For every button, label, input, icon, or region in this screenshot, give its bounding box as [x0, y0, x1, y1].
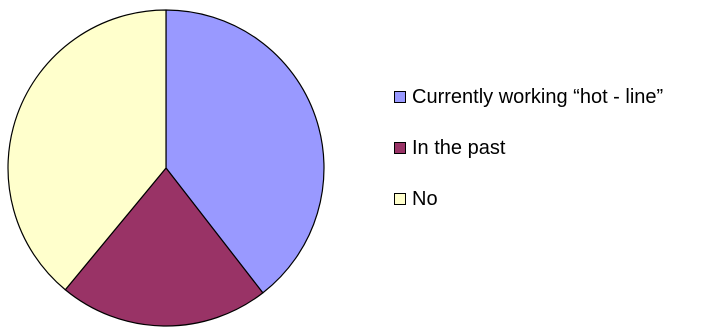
pie-chart: [7, 9, 325, 327]
pie-slice-in-the-past: [64, 167, 264, 327]
legend-label-no: No: [412, 188, 438, 210]
legend-swatch-no: [394, 193, 406, 205]
legend-item-no: No: [394, 186, 663, 212]
legend-item-currently-working: Currently working “hot - line”: [394, 84, 663, 110]
legend-item-in-the-past: In the past: [394, 135, 663, 161]
legend: Currently working “hot - line” In the pa…: [394, 84, 663, 237]
pie-slice-currently-working: [165, 9, 325, 294]
legend-label-in-the-past: In the past: [412, 137, 506, 159]
legend-swatch-in-the-past: [394, 142, 406, 154]
pie-slice-no: [7, 9, 167, 291]
legend-label-currently-working: Currently working “hot - line”: [412, 86, 664, 108]
legend-swatch-currently-working: [394, 91, 406, 103]
